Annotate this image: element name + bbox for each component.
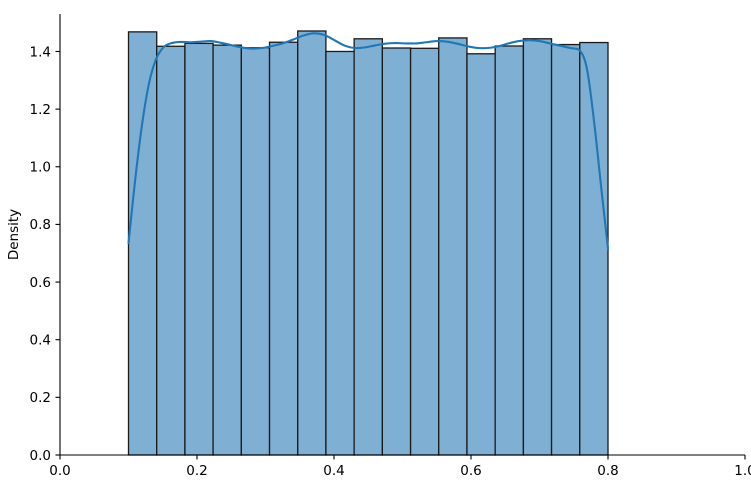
x-tick-label: 0.2 (186, 463, 207, 479)
histogram-bar (438, 37, 468, 456)
x-tick-label: 1.0 (734, 463, 751, 479)
histogram-bar (127, 31, 158, 456)
histogram-bar (268, 41, 299, 456)
histogram-bar (353, 38, 384, 456)
histogram-bar (240, 47, 271, 456)
y-tick-label: 0.6 (30, 275, 51, 291)
histogram-bar (156, 45, 186, 456)
kde-curve (127, 32, 610, 250)
axes-group: 0.0 0.2 0.4 0.6 0.8 1.0 0.0 0.2 0.4 0.6 0.8 1.0 1.2 1… (6, 14, 751, 479)
histogram-bar (184, 42, 214, 456)
y-tick-label: 0.2 (30, 390, 51, 406)
histogram-bar (466, 53, 496, 456)
x-tick-label: 0.8 (597, 463, 618, 479)
y-tick-label: 1.4 (30, 44, 51, 60)
y-tick-label: 0.4 (30, 333, 51, 349)
histogram-bar (522, 38, 553, 456)
histogram-bar (494, 45, 525, 456)
histogram-bars (127, 30, 609, 456)
x-tick-label: 0.6 (460, 463, 481, 479)
y-axis-label: Density (6, 209, 22, 260)
y-tick-label: 1.2 (30, 102, 51, 118)
y-tick-label: 0.0 (30, 448, 51, 464)
x-tick-label: 0.0 (49, 463, 70, 479)
y-tick-label: 0.8 (30, 217, 51, 233)
histogram-bar (550, 43, 581, 456)
histogram-bar (409, 47, 440, 456)
histogram-bar (297, 30, 327, 456)
y-tick-label: 1.0 (30, 160, 51, 176)
histogram-bar (381, 47, 412, 456)
histogram-bar (212, 44, 242, 456)
histogram-bar (325, 50, 355, 456)
histogram-bar (579, 41, 609, 456)
x-tick-label: 0.4 (323, 463, 344, 479)
